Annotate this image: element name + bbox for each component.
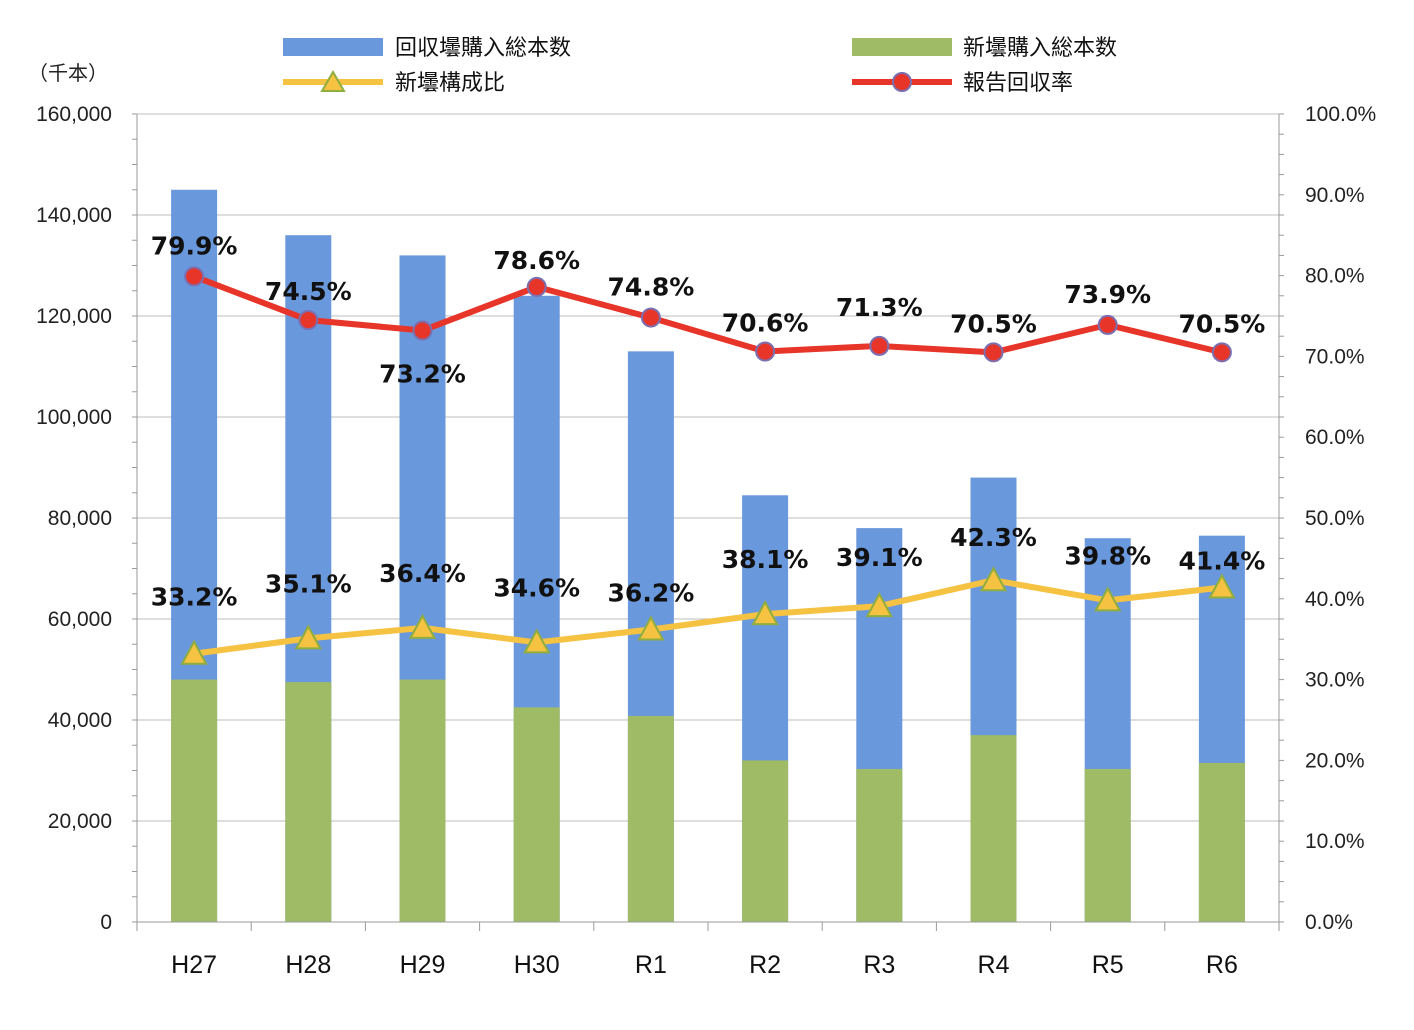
point-new-ratio: [1094, 586, 1122, 612]
bar-new-bottles: [285, 682, 332, 922]
x-axis-category-label: H30: [514, 951, 560, 979]
data-label-new-ratio: 41.4%: [1179, 546, 1266, 575]
point-new-ratio: [751, 600, 779, 626]
point-recovery-rate: [412, 320, 433, 341]
data-label-new-ratio: 35.1%: [265, 569, 352, 598]
data-label-recovery-rate: 74.8%: [608, 273, 695, 302]
legend-label-new-ratio: 新壜構成比: [395, 71, 505, 96]
legend-swatch-new: [852, 38, 952, 56]
legend-label-new: 新壜購入総本数: [963, 36, 1117, 61]
axes: 0 20,000 40,000 60,000 80,000 100,000 120,000 1…: [36, 103, 1376, 979]
legend-label-recovery-rate: 報告回収率: [963, 71, 1073, 96]
bars: [171, 189, 1245, 923]
left-axis-tick-label: 140,000: [36, 204, 112, 227]
bar-new-bottles: [399, 679, 446, 922]
point-recovery-rate: [184, 266, 205, 287]
point-new-ratio: [180, 639, 208, 665]
data-label-new-ratio: 38.1%: [722, 545, 809, 574]
left-axis-tick-label: 60,000: [48, 608, 112, 631]
bar-new-bottles: [1084, 768, 1131, 922]
lines: [180, 266, 1236, 665]
point-new-ratio: [523, 628, 551, 654]
bar-new-bottles: [742, 760, 789, 922]
x-axis-category-label: R3: [863, 951, 895, 979]
point-new-ratio: [637, 615, 665, 641]
bar-new-bottles: [627, 715, 674, 922]
data-label-recovery-rate: 74.5%: [265, 277, 352, 306]
line-new-ratio: [193, 577, 1223, 657]
data-label-recovery-rate: 73.2%: [379, 360, 466, 389]
x-axis-category-label: R5: [1092, 951, 1124, 979]
point-recovery-rate: [298, 310, 319, 331]
right-axis-tick-label: 0.0%: [1305, 911, 1353, 934]
right-axis-tick-label: 80.0%: [1305, 265, 1365, 288]
legend-triangle-marker-icon: [320, 70, 346, 92]
data-label-new-ratio: 36.2%: [608, 579, 695, 608]
data-label-recovery-rate: 71.3%: [836, 293, 923, 322]
line-recovery-rate: [193, 273, 1223, 356]
data-label-recovery-rate: 78.6%: [493, 246, 580, 275]
point-recovery-rate: [640, 307, 661, 328]
data-label-new-ratio: 36.4%: [379, 559, 466, 588]
right-axis-tick-label: 20.0%: [1305, 749, 1365, 772]
right-axis-tick-label: 30.0%: [1305, 669, 1365, 692]
point-recovery-rate: [1211, 342, 1232, 363]
data-label-recovery-rate: 79.9%: [151, 231, 238, 260]
x-axis-category-label: H28: [285, 951, 331, 979]
x-axis-category-label: R4: [978, 951, 1010, 979]
right-axis-tick-label: 60.0%: [1305, 426, 1365, 449]
y-unit-label: （千本）: [28, 61, 108, 85]
data-label-new-ratio: 34.6%: [493, 573, 580, 602]
point-recovery-rate: [526, 276, 547, 297]
left-axis-tick-label: 40,000: [48, 709, 112, 732]
bar-new-bottles: [1198, 762, 1245, 922]
point-new-ratio: [979, 566, 1008, 592]
legend-circle-marker-icon: [892, 72, 912, 92]
data-label-recovery-rate: 73.9%: [1064, 280, 1151, 309]
x-axis-category-label: H29: [400, 951, 446, 979]
point-recovery-rate: [983, 342, 1004, 363]
left-axis-tick-label: 120,000: [36, 305, 112, 328]
point-new-ratio: [294, 624, 322, 650]
point-recovery-rate: [755, 341, 776, 362]
right-axis-tick-label: 10.0%: [1305, 830, 1365, 853]
legend: 回収壜購入総本数 新壜購入総本数 新壜構成比 報告回収率: [283, 36, 1117, 96]
right-axis-tick-label: 50.0%: [1305, 507, 1365, 530]
x-axis-category-label: R6: [1206, 951, 1238, 979]
data-label-new-ratio: 39.8%: [1064, 541, 1151, 570]
point-new-ratio: [408, 613, 437, 639]
bar-new-bottles: [856, 768, 903, 922]
left-axis-tick-label: 80,000: [48, 507, 112, 530]
right-axis-tick-label: 100.0%: [1305, 103, 1376, 126]
data-label-new-ratio: 42.3%: [950, 523, 1037, 552]
point-recovery-rate: [1097, 314, 1118, 335]
bar-new-bottles: [513, 707, 560, 922]
right-axis-tick-label: 90.0%: [1305, 184, 1365, 207]
bar-new-bottles: [171, 679, 218, 922]
point-new-ratio: [865, 591, 893, 618]
left-axis-tick-label: 20,000: [48, 810, 112, 833]
right-axis-tick-label: 40.0%: [1305, 588, 1365, 611]
data-label-new-ratio: 33.2%: [151, 583, 238, 612]
bar-new-bottles: [970, 735, 1017, 922]
left-axis-tick-label: 100,000: [36, 406, 112, 429]
point-recovery-rate: [869, 335, 890, 356]
right-axis-tick-label: 70.0%: [1305, 345, 1365, 368]
data-label-recovery-rate: 70.6%: [722, 309, 809, 338]
point-new-ratio: [1208, 573, 1236, 599]
x-axis-category-label: R1: [635, 951, 667, 979]
legend-swatch-returned: [283, 38, 383, 56]
data-label-recovery-rate: 70.5%: [950, 309, 1037, 338]
data-label-recovery-rate: 70.5%: [1179, 309, 1266, 338]
data-label-new-ratio: 39.1%: [836, 543, 923, 572]
x-axis-category-label: R2: [749, 951, 781, 979]
data-labels: 79.9% 74.5% 73.2% 78.6% 74.8% 70.6% 71.3% 70.5%…: [151, 231, 1266, 611]
x-axis-category-label: H27: [171, 951, 217, 979]
legend-label-returned: 回収壜購入総本数: [395, 36, 571, 61]
left-axis-tick-label: 160,000: [36, 103, 112, 126]
left-axis-tick-label: 0: [100, 911, 112, 934]
